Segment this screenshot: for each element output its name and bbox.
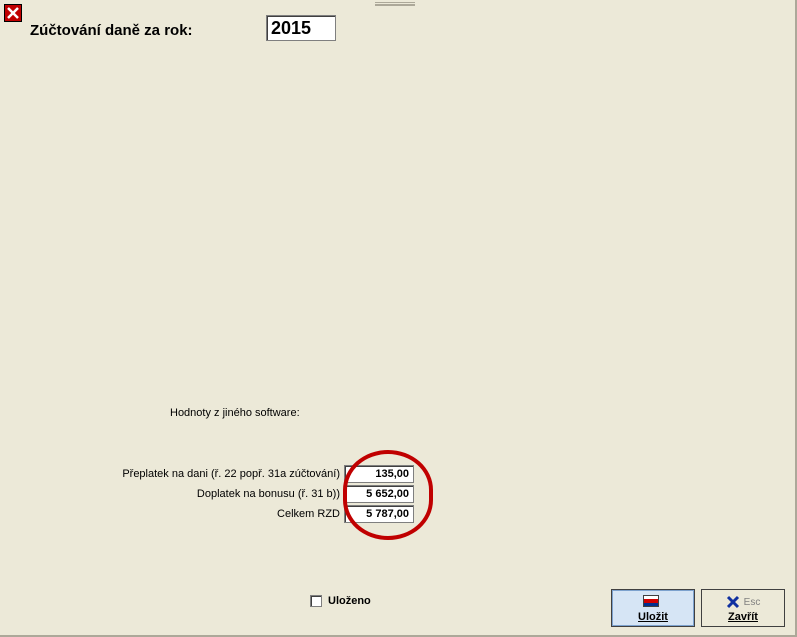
save-flag-icon	[643, 595, 659, 609]
save-button[interactable]: Uložit	[611, 589, 695, 627]
save-button-label: Uložit	[638, 611, 668, 623]
row-label: Přeplatek na dani (ř. 22 popř. 31a zúčto…	[0, 468, 344, 480]
window-grip	[375, 2, 415, 6]
value-rows: Přeplatek na dani (ř. 22 popř. 31a zúčto…	[0, 464, 795, 524]
close-button-label: Zavřít	[728, 611, 758, 623]
external-values-heading: Hodnoty z jiného software:	[170, 407, 300, 419]
row-total-rzd: Celkem RZD 5 787,00	[0, 504, 795, 524]
saved-checkbox[interactable]: Uloženo	[310, 595, 371, 607]
year-input[interactable]	[266, 15, 336, 41]
close-shortcut: Esc	[744, 597, 761, 608]
row-label: Celkem RZD	[0, 508, 344, 520]
checkbox-box[interactable]	[310, 595, 322, 607]
row-bonus-arrears: Doplatek na bonusu (ř. 31 b)) 5 652,00	[0, 484, 795, 504]
button-bar: Uložit Esc Zavřít	[611, 589, 785, 627]
title-label: Zúčtování daně za rok:	[30, 22, 193, 39]
close-button[interactable]: Esc Zavřít	[701, 589, 785, 627]
row-label: Doplatek na bonusu (ř. 31 b))	[0, 488, 344, 500]
row-value[interactable]: 5 652,00	[344, 485, 414, 503]
close-icon-box[interactable]	[4, 4, 22, 22]
row-overpayment: Přeplatek na dani (ř. 22 popř. 31a zúčto…	[0, 464, 795, 484]
row-value[interactable]: 135,00	[344, 465, 414, 483]
close-icon	[6, 6, 20, 20]
row-value[interactable]: 5 787,00	[344, 505, 414, 523]
tax-settlement-window: Zúčtování daně za rok: Hodnoty z jiného …	[0, 0, 797, 637]
checkbox-label: Uloženo	[328, 595, 371, 607]
close-x-icon	[726, 595, 740, 609]
